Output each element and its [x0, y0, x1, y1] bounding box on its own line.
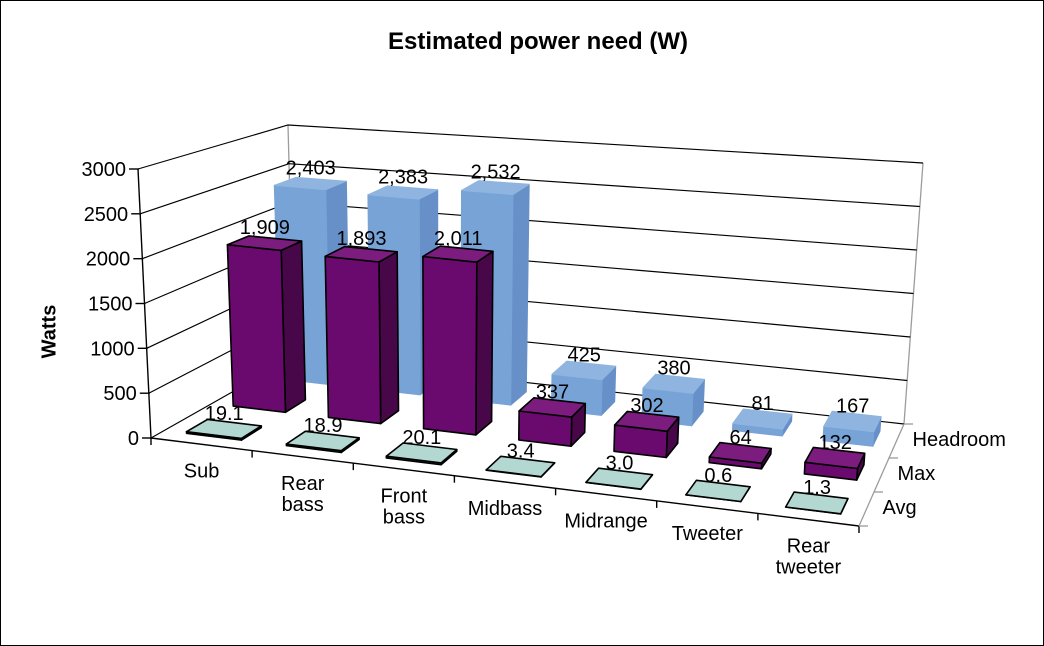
bar-max-2-front	[324, 255, 382, 425]
bar-max-4-top	[518, 396, 587, 418]
value-axis-label: 0	[128, 428, 139, 450]
bar-max-5-top	[613, 410, 680, 433]
category-label: Rear	[281, 473, 325, 495]
value-axis-label: 3000	[82, 159, 127, 181]
category-label: Tweeter	[672, 523, 743, 545]
bar-max-2-top	[324, 245, 399, 263]
data-label-avg-7: 1.3	[803, 477, 831, 499]
data-label-max-3: 2,011	[434, 228, 483, 250]
category-label: bass	[282, 494, 324, 516]
data-label-headroom-2: 2,383	[378, 166, 428, 188]
data-label-avg-2: 18.9	[304, 415, 343, 437]
bar-max-3-side	[475, 250, 494, 436]
data-label-headroom-5: 380	[657, 358, 690, 380]
bar-headroom-6-top	[732, 408, 793, 430]
data-label-headroom-6: 81	[751, 393, 773, 415]
data-label-avg-3: 20.1	[402, 427, 441, 449]
value-axis-label: 2500	[84, 204, 129, 226]
data-label-headroom-3: 2,532	[471, 162, 521, 184]
data-label-avg-5: 3.0	[606, 453, 634, 475]
value-axis-label: 500	[103, 383, 136, 405]
data-label-headroom-4: 425	[568, 344, 601, 366]
bar-max-3-top	[422, 245, 494, 264]
series-label-headroom: Headroom	[913, 429, 1006, 451]
bar-max-1-top	[226, 235, 303, 252]
bar-avg-1-top	[185, 418, 263, 440]
data-label-max-5: 302	[630, 395, 663, 417]
data-label-avg-1: 19.1	[205, 403, 244, 425]
category-label: bass	[383, 506, 425, 528]
bar-headroom-5-top	[642, 373, 705, 394]
category-label: tweeter	[776, 557, 842, 579]
bar-avg-4-top	[485, 455, 556, 478]
bar-max-3-front	[422, 255, 478, 436]
gridline	[140, 163, 920, 215]
data-label-max-4: 337	[536, 381, 569, 403]
data-label-headroom-7: 167	[836, 396, 869, 418]
gridline	[137, 124, 924, 170]
bar-max-7-top	[804, 446, 866, 470]
data-label-max-2: 1,893	[336, 228, 386, 250]
data-label-max-1: 1,909	[240, 217, 290, 239]
bar-avg-3-top	[385, 442, 458, 464]
value-axis-label: 1000	[90, 338, 135, 360]
series-label-avg: Avg	[883, 497, 917, 519]
chart-title: Estimated power need (W)	[387, 28, 689, 55]
series-label-max: Max	[898, 463, 936, 485]
category-label: Sub	[184, 460, 220, 482]
category-label: Front	[381, 485, 428, 507]
category-label: Rear	[787, 536, 831, 558]
bar-max-2-side	[378, 251, 400, 425]
bar-headroom-4-top	[551, 360, 617, 381]
category-label: Midbass	[468, 498, 542, 520]
value-axis-label: 1500	[88, 294, 133, 316]
bar-avg-5-top	[585, 467, 654, 490]
bar-headroom-2-top	[367, 185, 439, 200]
category-label: Midrange	[564, 511, 647, 533]
bar-avg-2-top	[285, 430, 360, 452]
bar-max-1-front	[226, 243, 287, 414]
bar-avg-7-top	[784, 491, 849, 515]
data-label-headroom-1: 2,403	[286, 157, 336, 179]
bar-headroom-3-side	[510, 183, 530, 406]
bar-avg-6-top	[685, 479, 751, 503]
bar-headroom-7-top	[823, 410, 882, 433]
series-axis	[858, 423, 905, 527]
bar-headroom-1-top	[273, 176, 347, 191]
data-label-max-6: 64	[729, 427, 751, 449]
data-label-avg-6: 0.6	[704, 465, 732, 487]
value-axis-label: 2000	[86, 249, 131, 271]
data-label-avg-4: 3.4	[507, 441, 535, 463]
bar-headroom-3-top	[461, 180, 530, 196]
bar-max-6-top	[708, 441, 772, 465]
category-axis	[150, 437, 860, 527]
data-label-max-7: 132	[819, 432, 852, 454]
